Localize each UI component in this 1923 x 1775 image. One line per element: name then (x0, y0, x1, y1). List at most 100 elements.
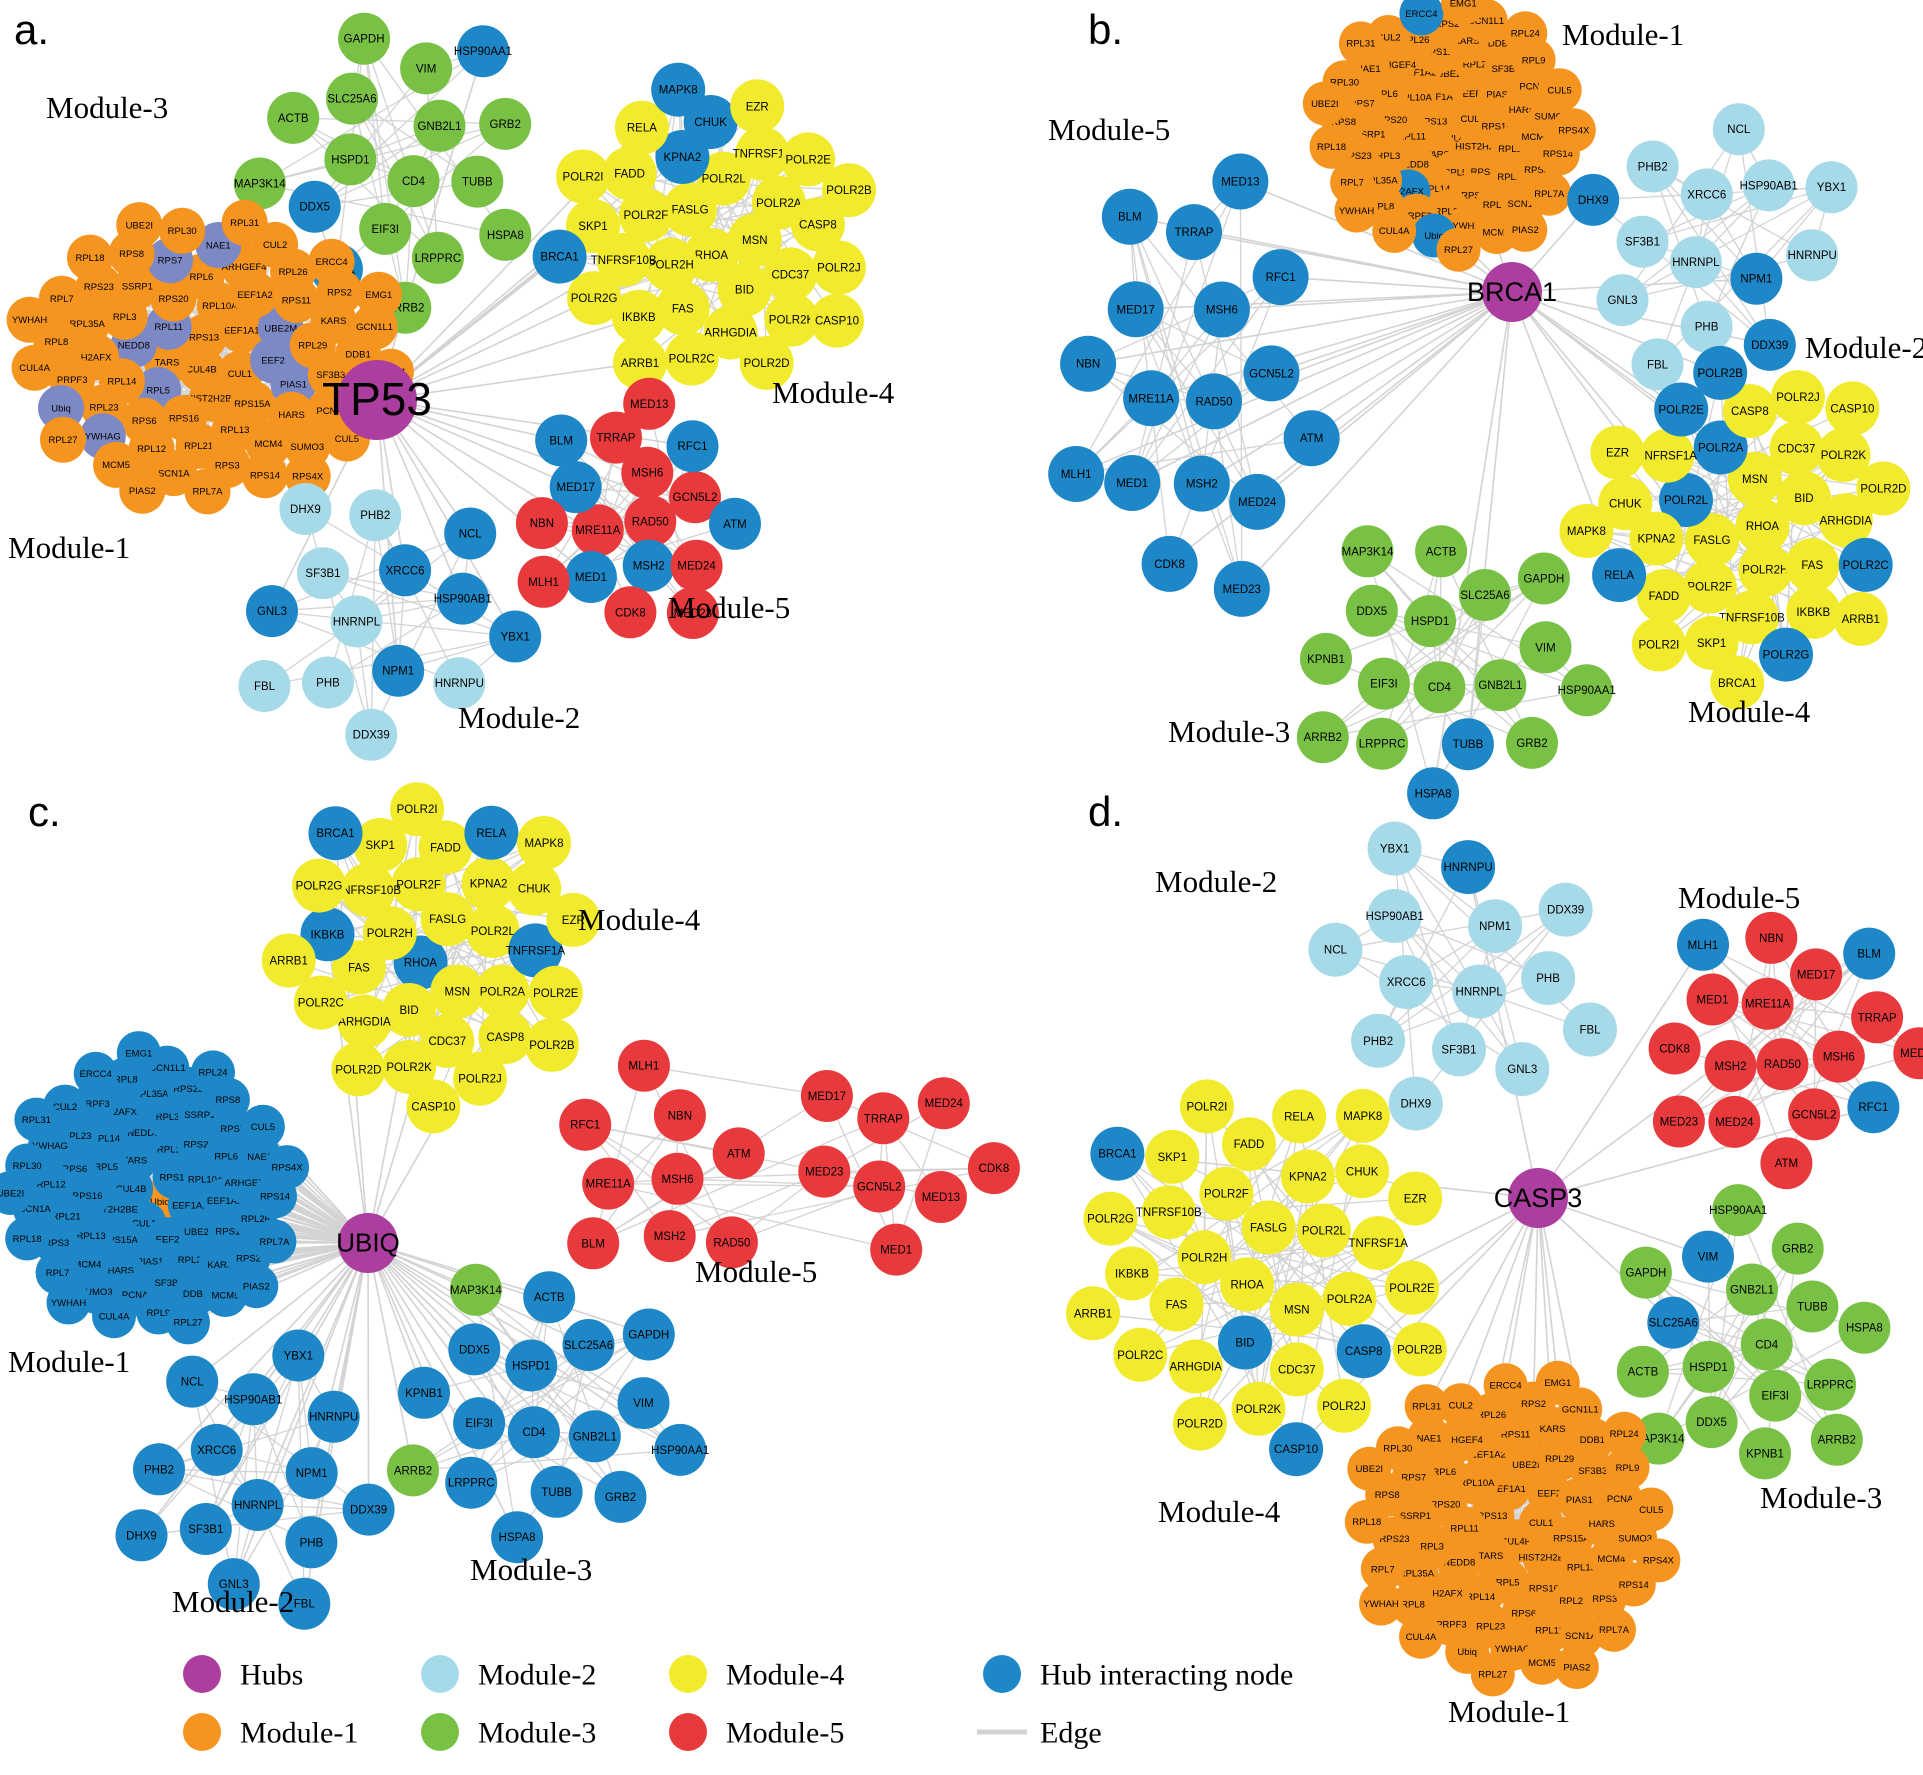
node-ERCC4 (1399, 0, 1444, 36)
node-VIM (1682, 1230, 1734, 1283)
node-CASP10 (1825, 381, 1880, 436)
module-label-a-Module-4: Module-4 (772, 375, 895, 410)
node-RPL31 (1338, 21, 1383, 66)
node-label: ATM (1300, 433, 1323, 445)
node-label: YWHAH (1339, 206, 1375, 217)
node-label: CUL5 (251, 1122, 275, 1133)
node-RPL9 (1605, 1445, 1650, 1490)
module-label-d-Module-4: Module-4 (1158, 1494, 1281, 1529)
node-label: PHB (1695, 322, 1719, 334)
node-label: HARS (278, 410, 304, 421)
node-KPNA2 (1280, 1149, 1335, 1204)
node-RELA (614, 100, 669, 155)
node-ARRB2 (1810, 1413, 1863, 1466)
node-label: RPL27 (48, 435, 77, 446)
edge (1393, 848, 1460, 1050)
node-label: POLR2B (826, 185, 872, 197)
node-label: RPL3 (113, 312, 137, 323)
node-label: YWHAG (1452, 221, 1488, 232)
node-label: SKP1 (1158, 1152, 1187, 1164)
node-label: XRCC6 (1387, 977, 1426, 989)
node-label: RPL29 (1545, 1454, 1574, 1465)
panel-letter-b: b. (1088, 6, 1123, 53)
module-label-c-Module-2: Module-2 (172, 1584, 294, 1619)
node-label: RPL12 (1535, 1626, 1564, 1637)
node-SLC25A6 (1459, 569, 1511, 621)
node-label: RPL6 (190, 272, 214, 283)
node-ATM (1760, 1137, 1813, 1190)
hub-edge (1511, 291, 1721, 374)
node-label: RHOA (1746, 521, 1780, 533)
node-KPNB1 (398, 1366, 450, 1419)
node-label: CASP8 (487, 1032, 525, 1044)
node-HSP90AB1 (1367, 889, 1422, 943)
node-label: HSP90AB1 (1366, 911, 1424, 923)
edge (1645, 1272, 1776, 1397)
node-TUBB (1786, 1280, 1839, 1333)
node-label: RPL26 (1477, 1410, 1506, 1421)
node-label: POLR2B (1397, 1344, 1443, 1356)
hub-edge (367, 1242, 644, 1404)
node-label: POLR2L (471, 926, 516, 938)
node-label: Ubiq (1457, 1647, 1477, 1658)
hub-edge (1363, 1197, 1539, 1352)
node-label: RPL26 (241, 1214, 270, 1225)
node-NCL (1712, 103, 1765, 156)
node-label: ATM (723, 519, 746, 531)
node-label: RPS2 (1435, 19, 1460, 30)
node-label: POLR2B (1698, 368, 1744, 380)
node-POLR2B (1693, 345, 1748, 400)
node-label: PHB (300, 1537, 324, 1549)
node-POLR2E (1385, 1260, 1439, 1315)
node-KPNA2 (1629, 511, 1684, 566)
node-CUL5 (1629, 1487, 1674, 1532)
node-label: CD4 (402, 176, 426, 188)
node-label: RPS6 (62, 1164, 87, 1175)
node-label: SKP1 (1697, 638, 1726, 650)
node-label: UBE2I (126, 220, 153, 231)
node-label: MED13 (1900, 1048, 1923, 1060)
node-EZR (546, 892, 601, 947)
edge (1738, 129, 1771, 345)
node-MSH6 (1812, 1030, 1865, 1083)
node-label: RPS11 (215, 1227, 244, 1238)
node-RPL7A (1592, 1607, 1636, 1652)
edge (560, 440, 698, 567)
node-PHB (1680, 300, 1733, 353)
node-label: BRCA1 (316, 828, 354, 840)
node-RELA (1272, 1089, 1327, 1144)
node-label: RPL31 (1412, 1401, 1441, 1412)
node-label: DDB1 (1488, 39, 1513, 50)
node-label: VIM (1698, 1252, 1718, 1264)
node-MRE11A (1741, 977, 1794, 1030)
node-label: FBL (1647, 359, 1669, 371)
node-label: BRCA1 (540, 252, 578, 264)
node-label: GAPDH (628, 1330, 669, 1342)
node-POLR2E (781, 132, 836, 187)
edge (1440, 551, 1533, 744)
nodes-panel-d: HNRNPL XRCC6 NPM1 SF3B1 HSP90AB1 PHB PHB2 HNRNP… (1066, 821, 1923, 1697)
node-label: XRCC6 (197, 1445, 236, 1457)
edge (374, 514, 460, 684)
node-label: GRB2 (1516, 738, 1547, 750)
node-label: YWHAG (1494, 1644, 1530, 1655)
node-POLR2J (1317, 1378, 1371, 1433)
node-label: BID (735, 285, 754, 297)
node-label: GCN1L1 (149, 1063, 186, 1074)
node-label: CUL1 (228, 369, 252, 380)
node-BRCA1 (308, 806, 363, 861)
node-label: EZR (746, 101, 769, 113)
node-label: FADD (1649, 591, 1680, 603)
node-label: FAS (1166, 1300, 1188, 1312)
node-label: RPL30 (1330, 78, 1359, 89)
node-HSPA8 (1838, 1301, 1891, 1354)
node-label: FBL (294, 1599, 316, 1611)
node-label: POLR2F (396, 879, 441, 891)
node-TNFRSF1A (1640, 428, 1695, 483)
node-label: EEF1A1 (172, 1200, 207, 1211)
node-label: DDX5 (1356, 606, 1387, 618)
node-label: EEF1A1 (1423, 92, 1458, 103)
node-POLR2K (764, 292, 819, 347)
node-label: RPL7 (1371, 1564, 1395, 1575)
node-label: RPS14 (260, 1192, 290, 1203)
